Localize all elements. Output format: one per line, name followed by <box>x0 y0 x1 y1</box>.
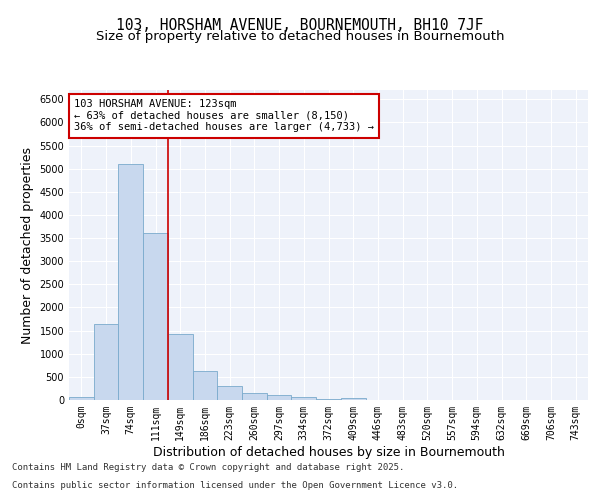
Bar <box>143 232 168 400</box>
Bar <box>316 398 341 400</box>
Bar <box>168 334 193 400</box>
Bar <box>69 398 94 400</box>
Bar <box>292 397 316 400</box>
Text: 103 HORSHAM AVENUE: 123sqm
← 63% of detached houses are smaller (8,150)
36% of s: 103 HORSHAM AVENUE: 123sqm ← 63% of deta… <box>74 100 374 132</box>
Bar <box>267 396 292 400</box>
Text: Size of property relative to detached houses in Bournemouth: Size of property relative to detached ho… <box>96 30 504 43</box>
Bar <box>193 372 217 400</box>
Bar <box>341 398 365 400</box>
Bar <box>242 393 267 400</box>
X-axis label: Distribution of detached houses by size in Bournemouth: Distribution of detached houses by size … <box>152 446 505 458</box>
Bar <box>118 164 143 400</box>
Bar <box>94 324 118 400</box>
Text: Contains public sector information licensed under the Open Government Licence v3: Contains public sector information licen… <box>12 481 458 490</box>
Text: 103, HORSHAM AVENUE, BOURNEMOUTH, BH10 7JF: 103, HORSHAM AVENUE, BOURNEMOUTH, BH10 7… <box>116 18 484 32</box>
Y-axis label: Number of detached properties: Number of detached properties <box>21 146 34 344</box>
Bar <box>217 386 242 400</box>
Text: Contains HM Land Registry data © Crown copyright and database right 2025.: Contains HM Land Registry data © Crown c… <box>12 464 404 472</box>
